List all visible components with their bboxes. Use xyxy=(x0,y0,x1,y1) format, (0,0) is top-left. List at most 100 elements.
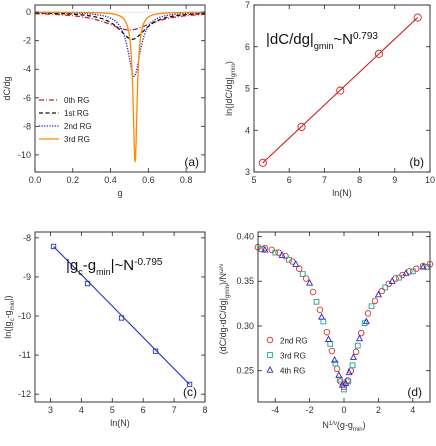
d-data-point-circle xyxy=(337,378,344,385)
d-legend-swatch xyxy=(266,336,274,344)
a-series-line-2 xyxy=(35,11,206,78)
b-annotation-scaling-law: |dC/dg|gmin~N0.793 xyxy=(266,31,378,52)
a-x-tick-label: 0.0 xyxy=(29,175,42,185)
a-y-axis-label: dC/dg xyxy=(2,76,12,100)
a-legend-label: 0th RG xyxy=(64,96,89,105)
d-legend-label: 4th RG xyxy=(280,367,305,376)
a-plot-frame xyxy=(34,4,206,173)
d-data-point-square xyxy=(320,318,327,325)
d-data-point-circle xyxy=(371,297,379,305)
d-y-axis-label: (dC/dg-dC/dg|gmin)/Nω/ν xyxy=(218,264,231,355)
d-data-point-triangle xyxy=(261,245,269,253)
c-y-tick-label: -8 xyxy=(23,233,31,243)
d-legend-swatch xyxy=(267,352,273,358)
a-series-line-1 xyxy=(34,12,206,40)
c-x-tick-label: 4 xyxy=(79,405,84,415)
d-data-point-circle xyxy=(385,280,392,288)
c-y-tick-label: -10 xyxy=(18,311,31,321)
d-data-point-square xyxy=(286,256,292,263)
b-data-point xyxy=(336,86,345,95)
d-data-point-triangle xyxy=(355,334,364,342)
b-y-tick-label: 6 xyxy=(245,42,250,52)
b-fit-line xyxy=(262,17,419,164)
b-x-tick-label: 8 xyxy=(357,175,362,185)
c-x-tick-label: 7 xyxy=(172,405,177,415)
b-data-point xyxy=(258,158,267,167)
d-data-point-triangle xyxy=(330,355,339,363)
panel-d-chart: -4 -2 0 2 4 0.25 0.30 0.35 0.40 N1/ν(g-gmin) (dC/d… xyxy=(218,231,434,433)
a-legend-label: 1st RG xyxy=(64,109,89,118)
c-plot-frame xyxy=(34,231,206,403)
a-y-tick-label: -10 xyxy=(18,150,31,160)
a-x-tick-label: 0.4 xyxy=(104,175,117,185)
d-data-point-square xyxy=(272,249,279,256)
b-x-tick-label: 10 xyxy=(425,175,435,185)
b-y-tick-label: 7 xyxy=(245,0,250,10)
c-x-tick-label: 6 xyxy=(141,405,146,415)
a-series-line-3 xyxy=(35,11,205,163)
d-data-point-triangle xyxy=(345,368,353,376)
d-x-tick-label: -4 xyxy=(271,405,279,415)
d-data-point-triangle xyxy=(349,353,358,360)
c-data-point xyxy=(50,243,57,250)
d-data-point-circle xyxy=(309,288,317,296)
c-data-point xyxy=(186,381,193,388)
d-x-axis-label: N1/ν(g-gmin) xyxy=(322,420,365,433)
d-data-point-triangle xyxy=(388,277,396,284)
d-data-point-square xyxy=(332,360,339,367)
b-data-point xyxy=(297,122,306,131)
d-data-point-circle xyxy=(296,265,303,272)
d-data-point-circle xyxy=(282,252,289,260)
b-y-tick-label: 5 xyxy=(245,84,250,94)
c-data-point xyxy=(118,315,125,321)
d-data-point-circle xyxy=(302,275,310,282)
b-y-tick-label: 3 xyxy=(245,167,250,177)
d-data-point-triangle xyxy=(419,262,427,270)
d-data-point-square xyxy=(299,271,306,277)
panel-c-chart: 3 4 5 6 7 8 -8 -9 -10 -11 -12 ln(N) ln(|gc-gmin|) (c)… xyxy=(3,231,208,428)
d-y-tick-label: 0.25 xyxy=(236,366,254,376)
d-data-point-square xyxy=(313,298,320,305)
b-y-tick-label: 4 xyxy=(245,125,250,135)
c-panel-label: (c) xyxy=(183,385,197,399)
b-x-axis-label: ln(N) xyxy=(332,188,352,198)
d-data-point-triangle xyxy=(374,290,382,298)
panel-b-chart: 5 6 7 8 9 10 3 4 5 6 7 ln(N) ln(|dC/dg|gmin) (b) |dC/d… xyxy=(224,0,435,198)
d-y-tick-label: 0.35 xyxy=(236,276,254,286)
b-x-tick-label: 6 xyxy=(287,175,292,185)
d-data-point-circle xyxy=(328,347,336,355)
d-x-tick-label: -2 xyxy=(306,405,314,415)
panel-a-chart: 0.0 0.2 0.4 0.6 0.8 0 -2 -4 -6 -8 -10 g dC/dg (a) 0th … xyxy=(2,4,206,198)
a-y-tick-label: -4 xyxy=(23,64,31,74)
d-data-point-triangle xyxy=(362,317,370,325)
c-x-tick-label: 3 xyxy=(48,405,53,415)
a-x-tick-label: 0.2 xyxy=(67,175,80,185)
a-x-tick-label: 0.6 xyxy=(142,175,155,185)
d-data-point-square xyxy=(327,340,334,347)
a-x-axis-label: g xyxy=(117,188,122,198)
d-legend-swatch xyxy=(266,366,274,373)
d-x-tick-label: 4 xyxy=(410,405,415,415)
c-data-point xyxy=(84,280,91,287)
b-data-point xyxy=(413,13,422,22)
d-data-point-circle xyxy=(333,365,341,373)
d-data-point-circle xyxy=(357,329,365,337)
d-data-point-triangle xyxy=(318,313,326,320)
a-y-tick-label: -8 xyxy=(23,121,31,131)
b-y-axis-label: ln(|dC/dg|gmin) xyxy=(224,61,237,116)
a-legend-label: 2nd RG xyxy=(64,122,92,131)
c-x-tick-label: 5 xyxy=(110,405,115,415)
b-data-point xyxy=(374,49,384,58)
a-x-tick-label: 0.8 xyxy=(180,175,193,185)
b-x-tick-label: 9 xyxy=(392,175,397,185)
d-data-point-square xyxy=(423,264,430,270)
a-y-tick-label: 0 xyxy=(26,7,31,17)
a-legend-label: 3rd RG xyxy=(64,135,90,144)
d-data-point-triangle xyxy=(335,371,343,378)
d-data-point-square xyxy=(354,342,361,349)
d-data-point-square xyxy=(396,274,402,281)
d-legend-label: 3rd RG xyxy=(280,352,306,361)
d-data-point-circle xyxy=(316,306,324,314)
d-data-point-triangle xyxy=(306,279,314,286)
